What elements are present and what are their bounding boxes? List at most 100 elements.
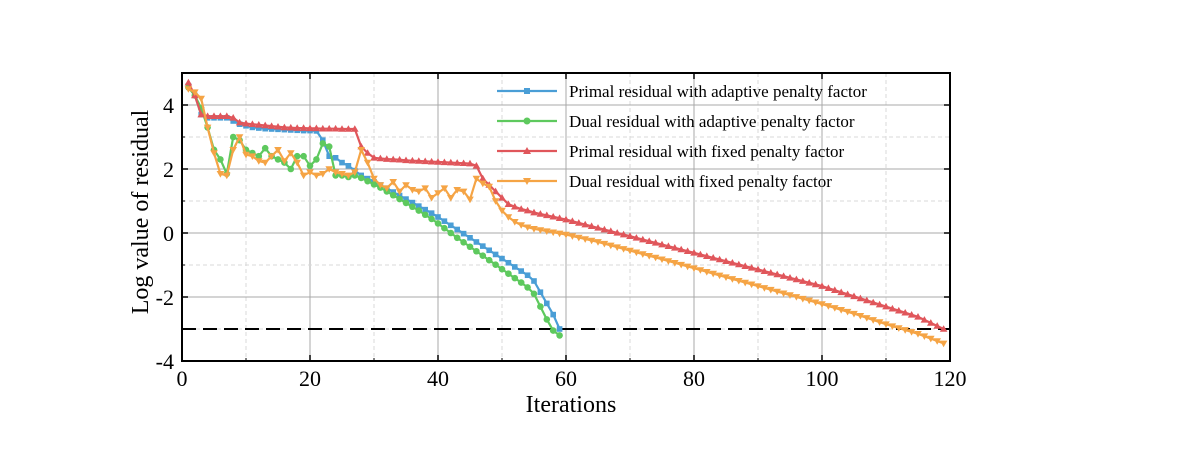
data-point (447, 229, 455, 237)
data-point (216, 112, 225, 119)
data-point (448, 222, 454, 229)
data-point (453, 159, 461, 166)
data-point (690, 249, 698, 256)
data-point (824, 284, 833, 291)
data-point (351, 169, 359, 176)
legend-item: Dual residual with adaptive penalty fact… (497, 112, 855, 131)
data-point (415, 188, 423, 196)
legend-item: Dual residual with fixed penalty factor (497, 172, 832, 191)
data-point (267, 153, 276, 160)
data-point (741, 279, 749, 287)
data-point (223, 172, 231, 180)
data-point (773, 270, 781, 278)
data-point (230, 118, 236, 124)
data-point (344, 172, 353, 180)
data-point (319, 171, 327, 178)
data-point (345, 163, 352, 169)
data-point (274, 147, 282, 154)
tick-layer: 0 20 40 60 80 100 120 -4 -2 0 2 4 (156, 73, 967, 391)
data-point (376, 154, 385, 162)
data-point (639, 251, 647, 258)
data-point (416, 203, 422, 209)
data-point (773, 288, 781, 296)
data-point (767, 269, 775, 276)
data-point (677, 261, 685, 269)
data-point (792, 294, 801, 301)
data-point (370, 181, 378, 188)
data-point (293, 152, 301, 160)
data-point (287, 150, 295, 157)
data-point (363, 149, 372, 156)
data-point (427, 157, 436, 165)
data-point (217, 156, 224, 163)
data-point (421, 211, 429, 219)
data-point (530, 208, 538, 216)
data-point (760, 285, 769, 292)
data-point (715, 272, 724, 280)
data-point (920, 316, 929, 323)
data-point (274, 156, 282, 163)
data-point (313, 156, 320, 163)
data-point (229, 114, 237, 121)
data-point (223, 112, 231, 119)
data-point (767, 286, 775, 294)
data-point (530, 290, 538, 298)
data-point (696, 250, 705, 258)
data-point (907, 310, 916, 318)
data-point (537, 289, 544, 295)
data-point (325, 166, 333, 173)
data-point (357, 147, 365, 154)
x-tick-label: 20 (299, 366, 321, 391)
data-point (409, 199, 416, 206)
data-point (480, 243, 486, 249)
data-point (728, 259, 737, 266)
data-point (492, 251, 499, 258)
data-point (504, 200, 513, 207)
data-point (837, 288, 845, 296)
data-point (338, 171, 346, 178)
data-point (754, 283, 762, 290)
data-point (242, 119, 250, 127)
data-point (395, 188, 404, 196)
data-point (472, 175, 481, 183)
data-point (428, 215, 435, 223)
data-point (537, 303, 544, 310)
data-point (491, 187, 500, 195)
data-point (632, 234, 641, 241)
data-point (562, 215, 570, 223)
data-point (499, 255, 505, 262)
data-point (453, 234, 461, 242)
data-point (517, 205, 525, 212)
data-point (639, 235, 647, 243)
data-point (562, 231, 570, 239)
data-point (402, 156, 410, 164)
data-point (671, 244, 679, 251)
data-point (287, 123, 295, 131)
data-point (370, 175, 378, 183)
data-point (235, 118, 244, 126)
data-point (786, 274, 794, 281)
data-point (556, 326, 563, 332)
data-point (454, 226, 460, 233)
data-point (229, 147, 237, 154)
data-point (920, 333, 929, 340)
data-point (831, 305, 839, 312)
x-tick-label: 60 (555, 366, 577, 391)
data-point (544, 300, 550, 307)
y-tick-label: -2 (156, 285, 174, 310)
data-point (543, 228, 551, 235)
data-point (505, 259, 512, 266)
data-point (197, 110, 205, 118)
data-point (927, 335, 935, 343)
data-point (888, 323, 897, 330)
data-point (626, 247, 634, 255)
data-point (280, 123, 289, 131)
data-point (895, 325, 903, 332)
data-point (262, 125, 268, 132)
data-point (754, 265, 762, 273)
data-point (363, 159, 372, 167)
data-point (850, 310, 858, 318)
data-point (435, 214, 441, 220)
data-point (370, 154, 378, 161)
data-point (550, 311, 556, 318)
